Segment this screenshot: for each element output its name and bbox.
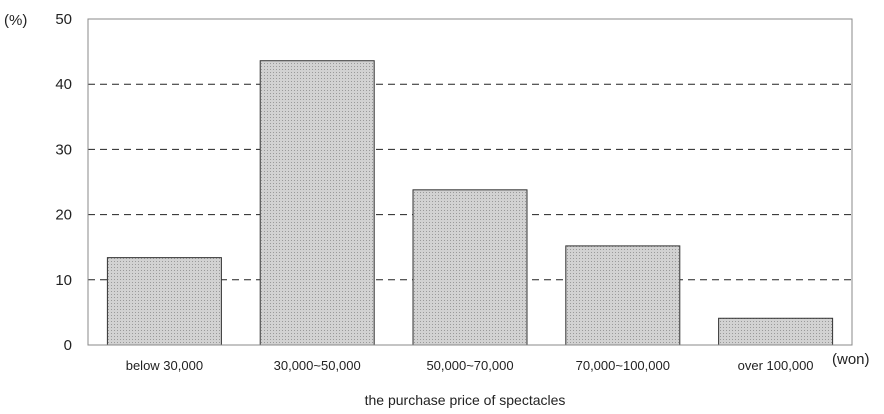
x-tick-labels: below 30,000 30,000~50,000 50,000~70,000 70…	[126, 358, 814, 373]
x-tick-label-1: below 30,000	[126, 358, 203, 373]
bars	[106, 60, 834, 346]
x-tick-label-5: over 100,000	[738, 358, 814, 373]
y-tick-label-0: 0	[64, 337, 72, 354]
x-axis-unit: (won)	[832, 351, 870, 368]
y-tick-label-10: 10	[55, 272, 72, 289]
bar-1	[106, 257, 222, 346]
y-tick-labels: 0 10 20 30 40 50	[55, 11, 72, 354]
bar-4	[565, 245, 681, 346]
x-tick-label-2: 30,000~50,000	[274, 358, 361, 373]
plot-frame	[87, 18, 853, 346]
y-axis-unit: (%)	[4, 12, 27, 29]
x-tick-label-3: 50,000~70,000	[426, 358, 513, 373]
x-axis-title: the purchase price of spectacles	[365, 392, 566, 408]
bar-5	[718, 317, 834, 346]
y-tick-label-50: 50	[55, 11, 72, 28]
y-tick-label-40: 40	[55, 76, 72, 93]
bar-3	[412, 189, 528, 346]
gridlines	[88, 83, 852, 281]
y-tick-label-30: 30	[55, 141, 72, 158]
bar-2	[259, 60, 375, 346]
y-tick-label-20: 20	[55, 207, 72, 224]
x-tick-label-4: 70,000~100,000	[576, 358, 670, 373]
